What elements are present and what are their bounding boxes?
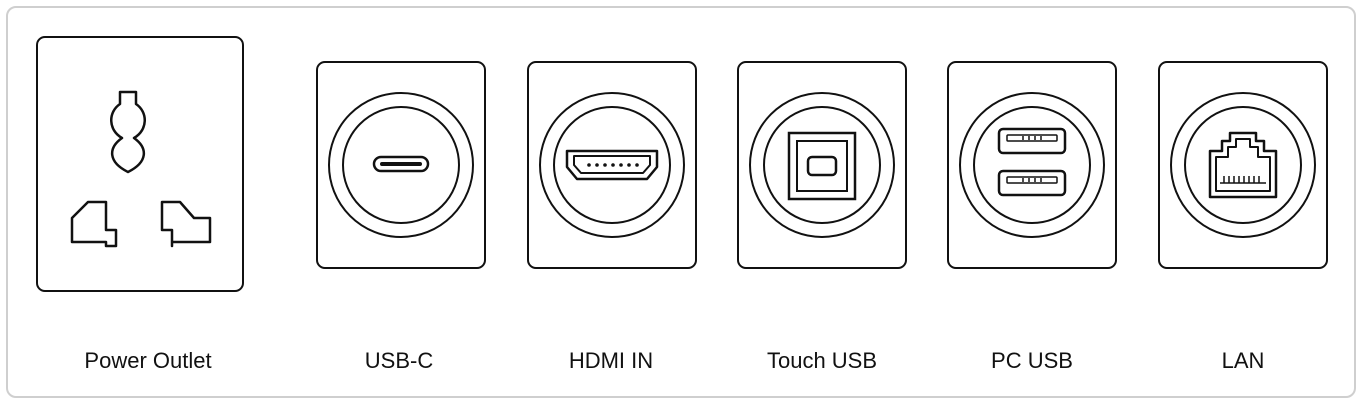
lan-port bbox=[1158, 61, 1328, 269]
lan-label: LAN bbox=[1221, 348, 1265, 373]
hdmi-in-label: HDMI IN bbox=[568, 348, 654, 373]
touch-usb-port bbox=[737, 61, 907, 269]
hdmi-in-port bbox=[527, 61, 697, 269]
rj45-lan-port-icon bbox=[1158, 61, 1328, 269]
universal-power-socket-icon bbox=[36, 36, 244, 292]
pc-usb-label: PC USB bbox=[991, 348, 1073, 373]
pc-usb-port bbox=[947, 61, 1117, 269]
power-outlet-port bbox=[36, 36, 246, 294]
touch-usb-label: Touch USB bbox=[766, 348, 878, 373]
usb-c-label: USB-C bbox=[364, 348, 434, 373]
dual-usb-a-port-icon bbox=[947, 61, 1117, 269]
hdmi-port-icon bbox=[527, 61, 697, 269]
usb-b-port-icon bbox=[737, 61, 907, 269]
usb-c-port bbox=[316, 61, 486, 269]
usb-c-port-icon bbox=[316, 61, 486, 269]
power-outlet-label: Power Outlet bbox=[84, 348, 212, 373]
